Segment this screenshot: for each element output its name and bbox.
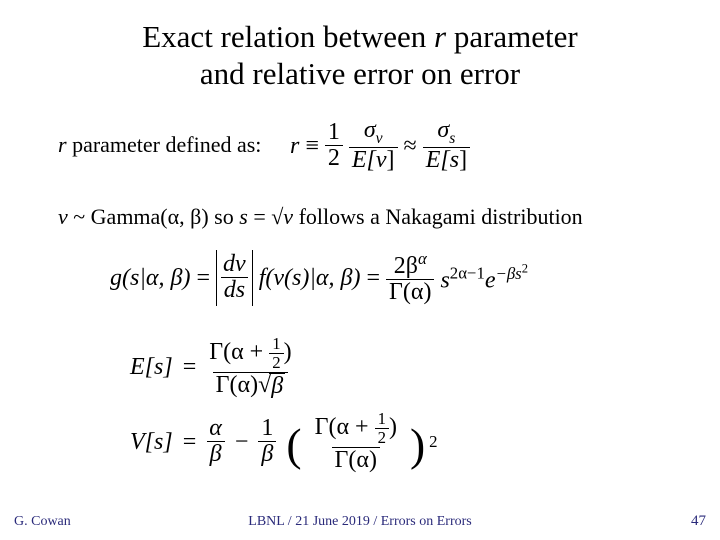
g-tail: s2α−1e−βs2: [440, 261, 528, 295]
eq-r-lhs: r: [290, 133, 299, 160]
slide: Exact relation between r parameter and r…: [0, 0, 720, 540]
half-num: 1: [325, 120, 343, 145]
vs-lhs: V[s]: [130, 429, 173, 456]
title-text-1b: parameter: [446, 19, 578, 54]
g-eq2: =: [366, 265, 380, 292]
equation-r-definition: r ≡ 1 2 σv E[v] ≈ σs E[s]: [290, 118, 470, 174]
g-lhs: g(s|α, β): [110, 265, 190, 292]
vs-minus: −: [235, 429, 249, 456]
f2-den: E[s]: [423, 147, 470, 174]
title-r: r: [434, 19, 446, 54]
g-f: f(v(s)|α, β): [259, 265, 361, 292]
es-eq: =: [183, 354, 197, 381]
nak-s: s: [239, 204, 248, 229]
es-frac: Γ(α + 12) Γ(α)√β: [206, 335, 294, 400]
nak-b: ~ Gamma(α, β) so: [68, 204, 239, 229]
half-den: 2: [325, 145, 343, 172]
definition-line: r parameter defined as:: [58, 132, 261, 158]
equation-nakagami-density: g(s|α, β) = dv ds f(v(s)|α, β) = 2βα Γ(α…: [110, 250, 528, 306]
vs-squared: 2: [429, 432, 437, 452]
eq-r-equiv: ≡: [305, 133, 319, 160]
title-text-1a: Exact relation between: [142, 19, 434, 54]
vs-eq: =: [183, 429, 197, 456]
f1-den: E[v]: [349, 147, 398, 174]
g-eq1: =: [196, 265, 210, 292]
nak-f: follows a Nakagami distribution: [293, 204, 583, 229]
nak-d: = √: [248, 204, 283, 229]
slide-title: Exact relation between r parameter and r…: [0, 18, 720, 92]
eq-r-approx: ≈: [404, 133, 417, 160]
def-r: r: [58, 132, 67, 157]
g-mainfrac: 2βα Γ(α): [386, 250, 434, 306]
def-text: parameter defined as:: [67, 132, 262, 157]
f2-num: σs: [434, 118, 458, 147]
footer-venue: LBNL / 21 June 2019 / Errors on Errors: [0, 514, 720, 530]
eq-r-frac2: σs E[s]: [423, 118, 470, 174]
nakagami-line: v ~ Gamma(α, β) so s = √v follows a Naka…: [58, 204, 583, 230]
footer-page-number: 47: [691, 513, 706, 530]
es-lhs: E[s]: [130, 354, 173, 381]
vs-pfrac: Γ(α + 12) Γ(α): [312, 410, 400, 474]
g-jacobian: dv ds: [216, 250, 253, 306]
vs-t1: α β: [206, 416, 225, 468]
f1-num: σv: [361, 118, 386, 147]
close-paren-icon: ): [410, 431, 425, 458]
equation-variance-s: V[s] = α β − 1 β ( Γ(α + 12) Γ(α) )2: [130, 410, 438, 474]
nak-v: v: [58, 204, 68, 229]
open-paren-icon: (: [286, 431, 301, 458]
title-text-2: and relative error on error: [200, 56, 520, 91]
equation-expectation-s: E[s] = Γ(α + 12) Γ(α)√β: [130, 335, 295, 400]
eq-r-half: 1 2: [325, 120, 343, 172]
vs-t2: 1 β: [258, 416, 276, 468]
eq-r-frac1: σv E[v]: [349, 118, 398, 174]
nak-v2: v: [283, 204, 293, 229]
